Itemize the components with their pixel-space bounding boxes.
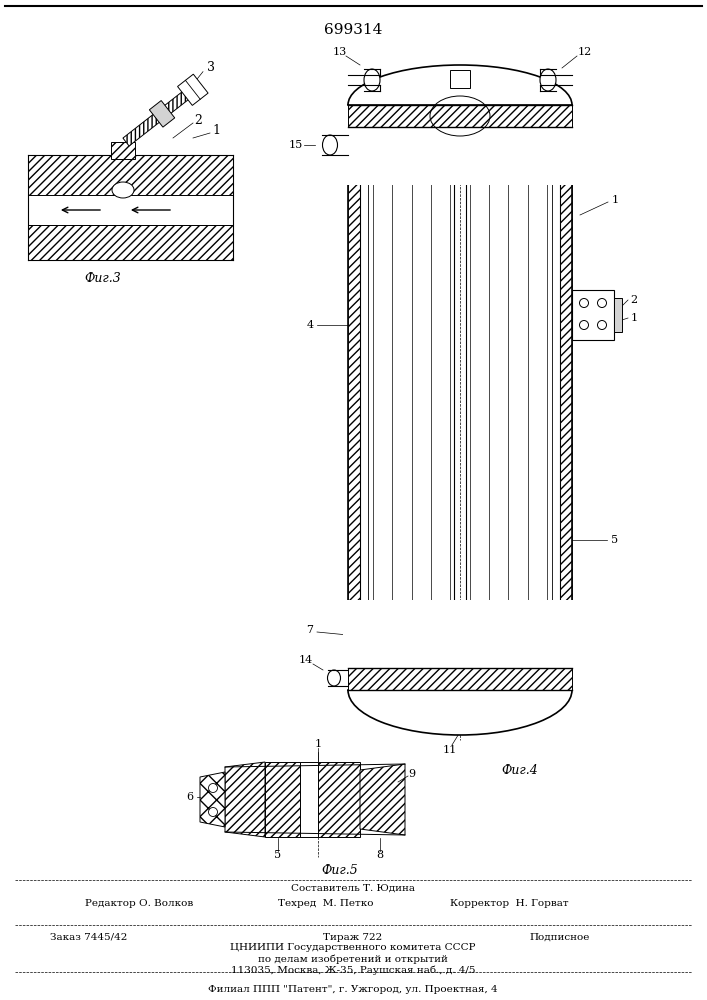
Text: 699314: 699314 — [324, 23, 382, 37]
Text: по делам изобретений и открытий: по делам изобретений и открытий — [258, 954, 448, 964]
Polygon shape — [149, 101, 175, 127]
Bar — [450, 70, 470, 88]
Bar — [348, 105, 572, 127]
Text: 5: 5 — [612, 535, 619, 545]
Text: 1: 1 — [212, 123, 220, 136]
Polygon shape — [28, 225, 233, 260]
Text: 8: 8 — [376, 850, 384, 860]
Ellipse shape — [597, 320, 607, 330]
Text: Техред  М. Петко: Техред М. Петко — [278, 900, 373, 908]
Text: Фиг.3: Фиг.3 — [85, 271, 122, 284]
Ellipse shape — [364, 69, 380, 91]
Polygon shape — [123, 86, 196, 146]
Text: 15: 15 — [289, 140, 303, 150]
Text: Фиг.5: Фиг.5 — [322, 863, 358, 876]
Text: 14: 14 — [299, 655, 313, 665]
Text: 7: 7 — [307, 625, 313, 635]
Polygon shape — [28, 155, 233, 195]
Text: 12: 12 — [578, 47, 592, 57]
Ellipse shape — [580, 320, 588, 330]
Text: Подписное: Подписное — [530, 932, 590, 942]
Text: 13: 13 — [333, 47, 347, 57]
Ellipse shape — [322, 135, 337, 155]
Text: 1: 1 — [612, 195, 619, 205]
Text: 2: 2 — [631, 295, 638, 305]
Text: 10: 10 — [431, 68, 445, 78]
Polygon shape — [265, 762, 300, 837]
Text: Фиг.4: Фиг.4 — [502, 764, 538, 776]
Text: Филиал ППП "Патент", г. Ужгород, ул. Проектная, 4: Филиал ППП "Патент", г. Ужгород, ул. Про… — [208, 986, 498, 994]
Polygon shape — [225, 762, 265, 837]
Text: Редактор О. Волков: Редактор О. Волков — [85, 900, 193, 908]
Polygon shape — [111, 142, 135, 159]
Text: ЦНИИПИ Государственного комитета СССР: ЦНИИПИ Государственного комитета СССР — [230, 944, 476, 952]
Ellipse shape — [597, 298, 607, 308]
Ellipse shape — [348, 645, 572, 735]
Text: 5: 5 — [274, 850, 281, 860]
Text: 2: 2 — [194, 113, 202, 126]
Text: Составитель Т. Юдина: Составитель Т. Юдина — [291, 884, 415, 892]
Text: 113035, Москва, Ж-35, Раушская наб., д. 4/5: 113035, Москва, Ж-35, Раушская наб., д. … — [230, 965, 475, 975]
Ellipse shape — [209, 808, 218, 816]
Bar — [614, 298, 622, 332]
Bar — [572, 290, 614, 340]
Polygon shape — [200, 772, 225, 827]
Text: 6: 6 — [187, 792, 194, 802]
Ellipse shape — [348, 65, 572, 145]
Text: 4: 4 — [306, 320, 314, 330]
Polygon shape — [360, 764, 405, 835]
Text: 1: 1 — [315, 739, 322, 749]
Bar — [348, 668, 572, 690]
Text: Тираж 722: Тираж 722 — [323, 932, 382, 942]
Text: 3: 3 — [207, 61, 215, 74]
Text: 9: 9 — [409, 769, 416, 779]
Polygon shape — [177, 74, 208, 105]
Text: 11: 11 — [443, 745, 457, 755]
Polygon shape — [318, 762, 360, 837]
Ellipse shape — [580, 298, 588, 308]
Text: Заказ 7445/42: Заказ 7445/42 — [50, 932, 127, 942]
Bar — [343, 600, 577, 690]
Polygon shape — [560, 105, 572, 690]
Text: Корректор  Н. Горват: Корректор Н. Горват — [450, 900, 568, 908]
Ellipse shape — [209, 784, 218, 792]
Polygon shape — [348, 105, 360, 690]
Ellipse shape — [112, 182, 134, 198]
Ellipse shape — [540, 69, 556, 91]
Bar — [28, 195, 233, 225]
Text: 1: 1 — [631, 313, 638, 323]
Bar — [300, 762, 318, 837]
Bar — [343, 105, 577, 185]
Ellipse shape — [327, 670, 341, 686]
